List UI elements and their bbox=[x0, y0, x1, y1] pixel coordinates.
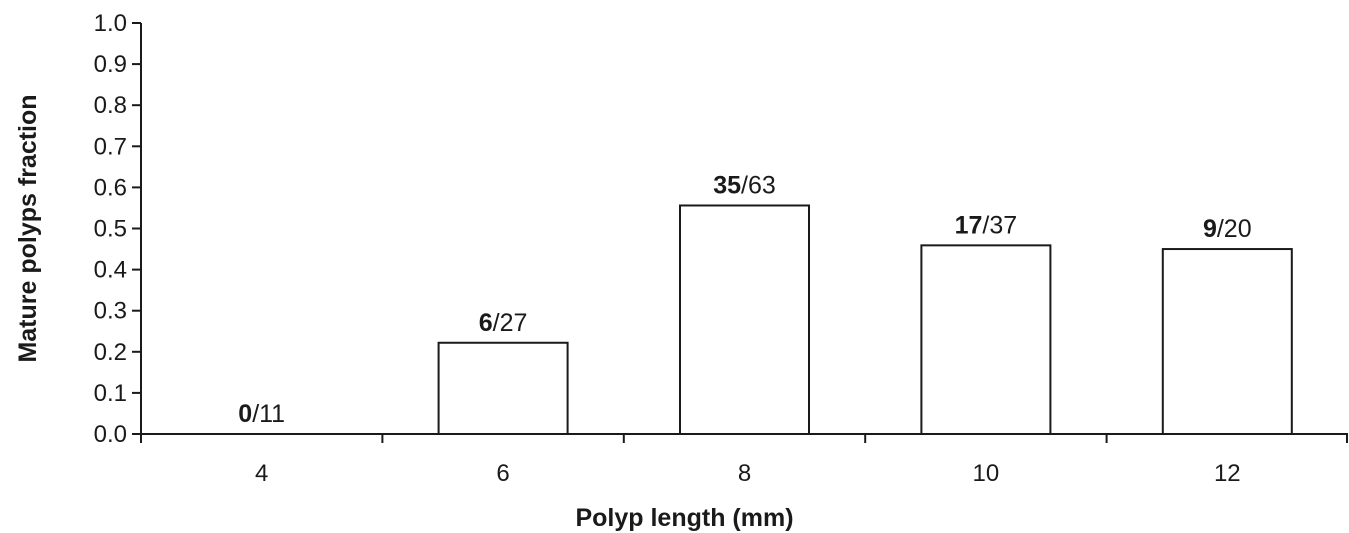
bar-label-denominator: /63 bbox=[741, 171, 776, 199]
bar-label-denominator: /11 bbox=[252, 400, 285, 428]
bar-data-label: 35/63 bbox=[713, 171, 776, 199]
x-tick-label: 6 bbox=[496, 460, 509, 487]
bar bbox=[679, 204, 810, 435]
x-tick-label: 12 bbox=[1214, 460, 1241, 487]
y-tick-label: 0.3 bbox=[94, 298, 127, 325]
bars bbox=[437, 204, 1293, 435]
y-tick-label: 1.0 bbox=[94, 10, 127, 37]
y-axis-title: Mature polyps fraction bbox=[14, 94, 42, 362]
bar bbox=[437, 341, 569, 435]
bar bbox=[1161, 248, 1293, 435]
bar-data-label: 0/11 bbox=[238, 400, 285, 428]
bar-data-label: 17/37 bbox=[955, 211, 1018, 239]
y-tick-label: 0.9 bbox=[94, 51, 127, 78]
bar-label-numerator: 0 bbox=[238, 400, 252, 428]
y-tick-label: 0.7 bbox=[94, 133, 127, 160]
bar bbox=[920, 244, 1052, 435]
x-axis-title: Polyp length (mm) bbox=[575, 504, 793, 532]
bar-data-label: 6/27 bbox=[479, 309, 528, 337]
y-tick-label: 0.6 bbox=[94, 174, 127, 201]
bar-labels: 0/11 6/27 35/63 17/37 9/20 bbox=[238, 171, 1251, 428]
bar-label-numerator: 6 bbox=[479, 309, 493, 337]
y-tick-label: 0.4 bbox=[94, 257, 127, 284]
x-tick-label: 10 bbox=[973, 460, 1000, 487]
x-tick-label: 8 bbox=[738, 460, 751, 487]
y-tick-label: 0.2 bbox=[94, 339, 127, 366]
y-tick-label: 0.0 bbox=[94, 421, 127, 448]
bar-label-denominator: /37 bbox=[982, 211, 1017, 239]
bar-label-denominator: /20 bbox=[1217, 215, 1252, 243]
bar-label-denominator: /27 bbox=[493, 309, 528, 337]
y-axis-ticks: 0.0 0.1 0.2 0.3 0.4 0.5 0.6 0.7 0.8 0.9 1.0 bbox=[94, 10, 141, 448]
bar-label-numerator: 17 bbox=[955, 211, 983, 239]
y-tick-label: 0.5 bbox=[94, 216, 127, 243]
x-axis-ticks: 4 6 8 10 12 bbox=[140, 434, 1348, 487]
bar-label-numerator: 35 bbox=[713, 171, 741, 199]
x-tick-label: 4 bbox=[255, 460, 268, 487]
y-tick-label: 0.1 bbox=[94, 380, 127, 407]
y-tick-label: 0.8 bbox=[94, 92, 127, 119]
bar-label-numerator: 9 bbox=[1203, 215, 1217, 243]
bar-data-label: 9/20 bbox=[1203, 215, 1252, 243]
